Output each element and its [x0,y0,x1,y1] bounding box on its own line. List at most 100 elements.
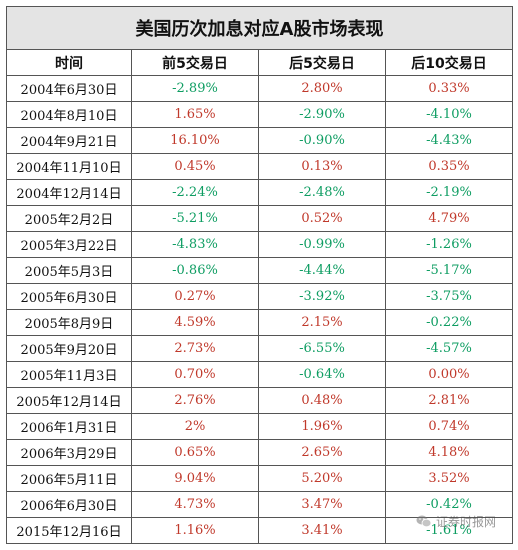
post10-cell: -3.75% [385,283,513,310]
post5-cell: 0.52% [258,205,386,232]
pre5-cell: -2.24% [131,179,259,206]
post10-cell: 0.35% [385,153,513,180]
pre5-cell: 4.59% [131,309,259,336]
post5-cell: -4.44% [258,257,386,284]
post10-cell: 0.00% [385,361,513,388]
date-cell: 2015年12月16日 [6,517,132,544]
date-cell: 2004年12月14日 [6,179,132,206]
date-cell: 2005年12月14日 [6,387,132,414]
post5-cell: -0.64% [258,361,386,388]
pre5-cell: -2.89% [131,75,259,102]
post5-cell: -6.55% [258,335,386,362]
table-row: 2005年6月30日 0.27% -3.92% -3.75% [6,283,513,310]
table-title: 美国历次加息对应A股市场表现 [6,6,513,50]
table-body: 2004年6月30日 -2.89% 2.80% 0.33% 2004年8月10日 1.65… [6,75,513,544]
table-row: 2006年6月30日 4.73% 3.47% -0.42% [6,491,513,518]
date-cell: 2006年5月11日 [6,465,132,492]
pre5-cell: 16.10% [131,127,259,154]
table-row: 2006年1月31日 2% 1.96% 0.74% [6,413,513,440]
post5-cell: 0.48% [258,387,386,414]
post5-cell: -2.90% [258,101,386,128]
date-cell: 2005年9月20日 [6,335,132,362]
pre5-cell: 0.45% [131,153,259,180]
table-row: 2005年5月3日 -0.86% -4.44% -5.17% [6,257,513,284]
wechat-icon [416,515,432,528]
date-cell: 2004年9月21日 [6,127,132,154]
date-cell: 2005年11月3日 [6,361,132,388]
table-row: 2005年8月9日 4.59% 2.15% -0.22% [6,309,513,336]
date-cell: 2004年8月10日 [6,101,132,128]
post5-cell: -3.92% [258,283,386,310]
post10-cell: 0.74% [385,413,513,440]
post5-cell: 3.41% [258,517,386,544]
pre5-cell: 2.73% [131,335,259,362]
post10-cell: 2.81% [385,387,513,414]
table-row: 2004年9月21日 16.10% -0.90% -4.43% [6,127,513,154]
date-cell: 2005年8月9日 [6,309,132,336]
table-row: 2004年11月10日 0.45% 0.13% 0.35% [6,153,513,180]
post10-cell: -1.61% [385,517,513,544]
pre5-cell: 1.16% [131,517,259,544]
column-header-pre5: 前5交易日 [131,49,259,76]
post10-cell: -4.57% [385,335,513,362]
table-row: 2005年11月3日 0.70% -0.64% 0.00% [6,361,513,388]
post5-cell: 2.65% [258,439,386,466]
date-cell: 2004年6月30日 [6,75,132,102]
table-row: 2005年3月22日 -4.83% -0.99% -1.26% [6,231,513,258]
date-cell: 2006年3月29日 [6,439,132,466]
column-header-post5: 后5交易日 [258,49,386,76]
post10-cell: -1.26% [385,231,513,258]
post10-cell: 4.18% [385,439,513,466]
post10-cell: -2.19% [385,179,513,206]
table-row: 2004年6月30日 -2.89% 2.80% 0.33% [6,75,513,102]
column-header-post10: 后10交易日 [385,49,513,76]
pre5-cell: -0.86% [131,257,259,284]
table-row: 2005年2月2日 -5.21% 0.52% 4.79% [6,205,513,232]
post5-cell: 5.20% [258,465,386,492]
pre5-cell: 9.04% [131,465,259,492]
post10-cell: -0.42% [385,491,513,518]
table-row: 2004年12月14日 -2.24% -2.48% -2.19% [6,179,513,206]
date-cell: 2005年2月2日 [6,205,132,232]
post10-cell: 3.52% [385,465,513,492]
watermark-text: 证券时报网 [435,515,496,529]
table-row: 2006年3月29日 0.65% 2.65% 4.18% [6,439,513,466]
table-row: 2006年5月11日 9.04% 5.20% 3.52% [6,465,513,492]
date-cell: 2005年6月30日 [6,283,132,310]
source-watermark: 证券时报网 [416,513,496,530]
post5-cell: 2.15% [258,309,386,336]
post5-cell: 3.47% [258,491,386,518]
header-row: 时间 前5交易日 后5交易日 后10交易日 [6,49,513,76]
pre5-cell: 2% [131,413,259,440]
pre5-cell: 1.65% [131,101,259,128]
table-row: 2004年8月10日 1.65% -2.90% -4.10% [6,101,513,128]
pre5-cell: -4.83% [131,231,259,258]
post5-cell: 2.80% [258,75,386,102]
post5-cell: -0.90% [258,127,386,154]
date-cell: 2004年11月10日 [6,153,132,180]
post10-cell: 0.33% [385,75,513,102]
date-cell: 2005年5月3日 [6,257,132,284]
pre5-cell: 0.27% [131,283,259,310]
date-cell: 2005年3月22日 [6,231,132,258]
post5-cell: -0.99% [258,231,386,258]
pre5-cell: 4.73% [131,491,259,518]
table-row: 2005年12月14日 2.76% 0.48% 2.81% [6,387,513,414]
post10-cell: 4.79% [385,205,513,232]
post10-cell: -5.17% [385,257,513,284]
table-wrapper: 美国历次加息对应A股市场表现 时间 前5交易日 后5交易日 后10交易日 200… [6,6,513,544]
post10-cell: -0.22% [385,309,513,336]
rate-hike-table: 美国历次加息对应A股市场表现 时间 前5交易日 后5交易日 后10交易日 200… [6,6,513,544]
pre5-cell: 2.76% [131,387,259,414]
column-header-time: 时间 [6,49,132,76]
pre5-cell: -5.21% [131,205,259,232]
pre5-cell: 0.70% [131,361,259,388]
table-row: 2005年9月20日 2.73% -6.55% -4.57% [6,335,513,362]
pre5-cell: 0.65% [131,439,259,466]
post10-cell: -4.10% [385,101,513,128]
table-row: 2015年12月16日 1.16% 3.41% -1.61% [6,517,513,544]
post5-cell: 1.96% [258,413,386,440]
date-cell: 2006年6月30日 [6,491,132,518]
post10-cell: -4.43% [385,127,513,154]
post5-cell: 0.13% [258,153,386,180]
